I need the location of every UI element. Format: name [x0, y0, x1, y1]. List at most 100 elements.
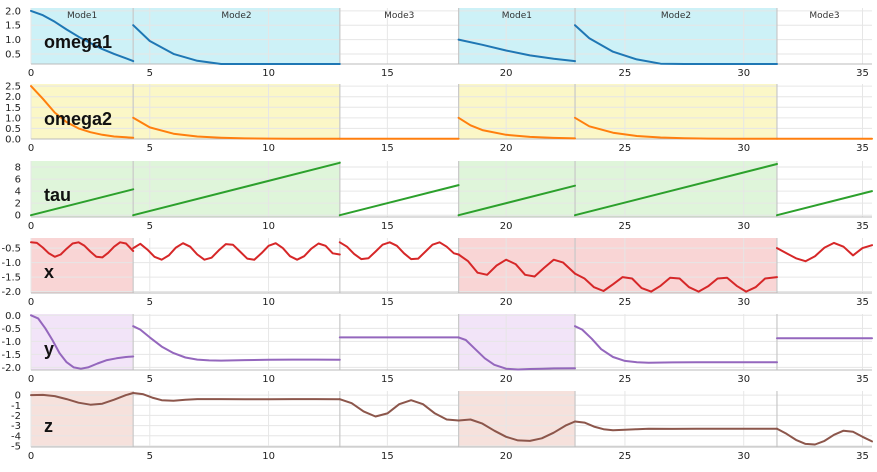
- mode-label: Mode2: [661, 11, 691, 21]
- series-line-z: [574, 420, 778, 432]
- y-tick-label: 0.0: [5, 135, 21, 146]
- x-tick-label: 35: [856, 221, 869, 232]
- x-tick-label: 20: [500, 297, 513, 308]
- panel-omega1: 0.5 1.0 1.5 2.0 0 5 10 15 20 25 30 35 omega1 Mode1 Mod…: [5, 6, 872, 79]
- x-tick-label: 5: [147, 451, 153, 462]
- mode-shade: [31, 314, 134, 370]
- series-line-z: [776, 427, 873, 446]
- series-line-omega1: [574, 24, 778, 65]
- series-line-tau: [574, 163, 778, 217]
- y-tick-label: 1.0: [5, 113, 21, 124]
- mode-shade: [458, 391, 576, 447]
- y-tick-label: 2.5: [5, 82, 21, 93]
- x-tick-label: 0: [28, 374, 34, 385]
- series-line-omega1: [30, 9, 135, 63]
- x-tick-label: 25: [619, 451, 632, 462]
- series-line-x: [30, 241, 135, 259]
- y-tick-label: -1.0: [1, 337, 21, 348]
- mode-shade: [458, 161, 576, 217]
- y-tick-label: -1: [11, 401, 21, 412]
- x-tick-label: 0: [28, 297, 34, 308]
- x-tick-label: 5: [147, 143, 153, 154]
- x-tick-label: 5: [147, 374, 153, 385]
- mode-label: Mode2: [221, 11, 251, 21]
- mode-label: Mode3: [809, 11, 839, 21]
- x-tick-label: 25: [619, 297, 632, 308]
- x-tick-label: 0: [28, 143, 34, 154]
- y-tick-label: -2.0: [1, 363, 21, 374]
- x-tick-label: 30: [737, 143, 750, 154]
- x-tick-label: 30: [737, 451, 750, 462]
- x-tick-label: 0: [28, 451, 34, 462]
- mode-shade: [458, 314, 576, 370]
- x-tick-label: 25: [619, 143, 632, 154]
- x-tick-label: 20: [500, 221, 513, 232]
- x-tick-label: 30: [737, 374, 750, 385]
- series-line-omega2: [30, 85, 135, 139]
- x-tick-label: 5: [147, 68, 153, 79]
- series-line-x: [574, 272, 778, 293]
- x-tick-label: 15: [381, 143, 394, 154]
- x-tick-label: 25: [619, 68, 632, 79]
- series-line-tau: [132, 161, 341, 217]
- series-line-omega1: [457, 38, 576, 63]
- x-tick-label: 20: [500, 68, 513, 79]
- series-line-omega1: [132, 24, 341, 65]
- y-tick-label: -0.5: [1, 324, 21, 335]
- x-tick-label: 25: [619, 221, 632, 232]
- series-line-omega2: [132, 116, 341, 140]
- x-tick-label: 30: [737, 68, 750, 79]
- mode-shade: [458, 84, 576, 139]
- series-line-x: [132, 242, 341, 261]
- series-line-z: [338, 398, 460, 422]
- x-tick-label: 10: [262, 297, 275, 308]
- y-tick-label: 0: [15, 211, 21, 222]
- series-line-omega2: [574, 116, 778, 140]
- y-tick-label: 1.5: [5, 21, 21, 32]
- x-tick-label: 35: [856, 297, 869, 308]
- series-line-tau: [776, 190, 873, 217]
- x-tick-label: 20: [500, 143, 513, 154]
- x-tick-label: 15: [381, 374, 394, 385]
- mode-shade: [575, 238, 777, 293]
- x-tick-label: 5: [147, 297, 153, 308]
- series-line-y: [457, 336, 576, 371]
- y-tick-label: 2.0: [5, 6, 21, 17]
- series-line-x: [776, 241, 873, 263]
- panel-x: -2.0 -1.5 -1.0 -0.5 0 5 10 15 20 25 30 35 x: [1, 238, 873, 308]
- y-tick-label: -0.5: [1, 244, 21, 255]
- y-tick-label: -3: [11, 421, 21, 432]
- y-tick-label: 1.5: [5, 103, 21, 114]
- x-tick-label: 15: [381, 451, 394, 462]
- y-tick-label: 0.5: [5, 49, 21, 60]
- x-tick-label: 15: [381, 68, 394, 79]
- series-line-x: [457, 253, 576, 278]
- y-tick-label: 0.0: [5, 311, 21, 322]
- mode-label: Mode1: [502, 11, 532, 21]
- panel-omega2: 0.00.51.01.52.02.5 0 5 10 15 20 25 30 35 omega2: [5, 82, 873, 154]
- mode-shade: [31, 161, 134, 217]
- series-line-z: [30, 392, 135, 406]
- y-tick-label: 6: [15, 175, 21, 186]
- panel-z: -5-4-3-2-100 5 10 15 20 25 30 35z: [11, 391, 873, 462]
- x-tick-label: 10: [262, 221, 275, 232]
- y-tick-label: -1.5: [1, 350, 21, 361]
- x-tick-label: 10: [262, 68, 275, 79]
- panel-label-omega2: omega2: [44, 109, 112, 129]
- mode-shade: [31, 238, 134, 293]
- x-tick-label: 35: [856, 143, 869, 154]
- x-tick-label: 30: [737, 221, 750, 232]
- panel-label-tau: tau: [44, 185, 71, 205]
- mode-label: Mode3: [384, 11, 414, 21]
- mode-shade: [31, 391, 134, 447]
- x-tick-label: 20: [500, 374, 513, 385]
- x-tick-label: 35: [856, 68, 869, 79]
- x-tick-label: 5: [147, 221, 153, 232]
- x-tick-label: 0: [28, 221, 34, 232]
- y-tick-label: -2: [11, 411, 21, 422]
- y-tick-label: 4: [15, 187, 21, 198]
- x-tick-label: 15: [381, 297, 394, 308]
- x-tick-label: 30: [737, 297, 750, 308]
